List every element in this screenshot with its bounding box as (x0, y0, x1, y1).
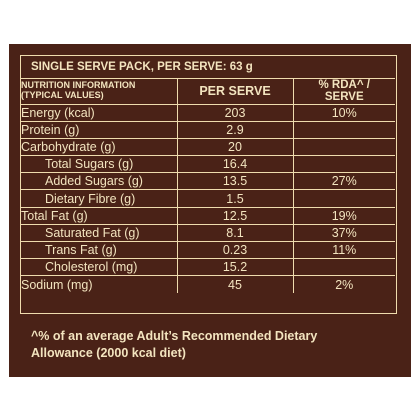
table-row: Saturated Fat (g) 8.1 37% (21, 223, 395, 243)
rda-value: 27% (292, 172, 395, 191)
nutrition-table-frame: SINGLE SERVE PACK, PER SERVE: 63 g NUTRI… (20, 55, 397, 314)
table-row: Energy (kcal) 203 10% (21, 103, 395, 122)
column-header-nutrient-line2: (TYPICAL VALUES) (21, 89, 104, 100)
nutrient-name: Total Fat (g) (21, 206, 178, 225)
per-serve-value: 20 (176, 137, 294, 157)
per-serve-value: 2.9 (176, 120, 294, 139)
column-header-rda-line1: % RDA^ / (318, 78, 370, 91)
per-serve-value: 13.5 (176, 172, 294, 191)
per-serve-value: 12.5 (176, 206, 294, 225)
rda-value (292, 120, 395, 139)
nutrient-name: Total Sugars (g) (21, 155, 178, 174)
rda-value: 37% (292, 223, 395, 243)
column-header-nutrient: NUTRITION INFORMATION (TYPICAL VALUES) (21, 78, 178, 105)
per-serve-value: 15.2 (176, 258, 294, 277)
column-header-rda: % RDA^ / SERVE (292, 78, 395, 105)
nutrient-name: Added Sugars (g) (21, 172, 178, 191)
nutrient-name: Carbohydrate (g) (21, 137, 178, 157)
rda-value (292, 258, 395, 277)
table-row: Protein (g) 2.9 (21, 120, 395, 139)
nutrient-name: Cholesterol (mg) (21, 258, 178, 277)
table-row: Carbohydrate (g) 20 (21, 137, 395, 157)
table-header-row: NUTRITION INFORMATION (TYPICAL VALUES) P… (21, 78, 395, 105)
rda-value (292, 189, 395, 208)
nutrient-name: Trans Fat (g) (21, 240, 178, 260)
nutrient-name: Dietary Fibre (g) (21, 189, 178, 208)
per-serve-value: 45 (176, 275, 294, 294)
pack-serving-title: SINGLE SERVE PACK, PER SERVE: 63 g (21, 56, 395, 79)
column-header-rda-line2: SERVE (324, 90, 364, 103)
per-serve-value: 0.23 (176, 240, 294, 260)
rda-value (292, 155, 395, 174)
rda-value: 11% (292, 240, 395, 260)
nutrition-table: NUTRITION INFORMATION (TYPICAL VALUES) P… (21, 78, 395, 294)
per-serve-value: 1.5 (176, 189, 294, 208)
rda-value: 19% (292, 206, 395, 225)
table-row: Total Sugars (g) 16.4 (21, 155, 395, 174)
rda-value (292, 137, 395, 157)
nutrient-name: Sodium (mg) (21, 275, 178, 294)
rda-footnote-line1: ^% of an average Adult’s Recommended Die… (31, 329, 318, 343)
column-header-nutrient-line1: NUTRITION INFORMATION (21, 80, 136, 91)
rda-value: 2% (292, 275, 395, 294)
nutrient-name: Saturated Fat (g) (21, 223, 178, 243)
nutrient-name: Energy (kcal) (21, 103, 178, 122)
table-row: Sodium (mg) 45 2% (21, 275, 395, 294)
table-row: Cholesterol (mg) 15.2 (21, 258, 395, 277)
per-serve-value: 203 (176, 103, 294, 122)
column-header-per-serve: PER SERVE (176, 78, 294, 105)
rda-footnote-line2: Allowance (2000 kcal diet) (31, 346, 186, 360)
nutrient-name: Protein (g) (21, 120, 178, 139)
table-row: Dietary Fibre (g) 1.5 (21, 189, 395, 208)
per-serve-value: 8.1 (176, 223, 294, 243)
rda-footnote: ^% of an average Adult’s Recommended Die… (31, 328, 401, 362)
table-row: Total Fat (g) 12.5 19% (21, 206, 395, 225)
table-row: Added Sugars (g) 13.5 27% (21, 172, 395, 191)
table-row: Trans Fat (g) 0.23 11% (21, 240, 395, 260)
rda-value: 10% (292, 103, 395, 122)
per-serve-value: 16.4 (176, 155, 294, 174)
